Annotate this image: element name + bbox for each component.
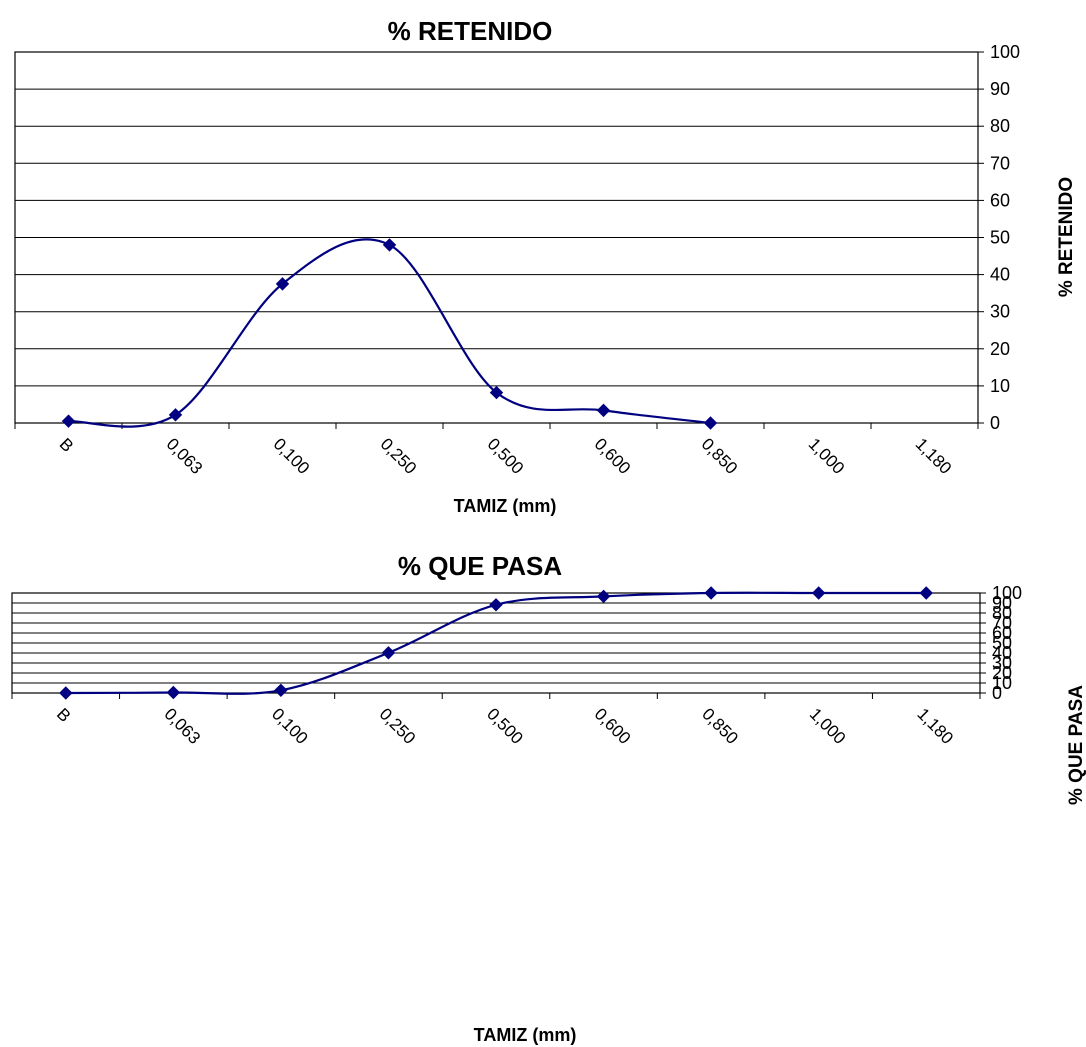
data-point-marker: [274, 683, 288, 698]
data-point-marker: [596, 403, 611, 418]
x-tick-label: 1,180: [913, 704, 957, 748]
chart-title: % QUE PASA: [398, 551, 562, 581]
x-tick-label: 0,850: [698, 704, 742, 748]
data-point-marker: [919, 586, 933, 600]
x-axis: B 0,063 0,100 0,250 0,500 0,600 0,850 1,000 1,18…: [14, 423, 979, 478]
data-point-marker: [168, 408, 183, 422]
y-tick-label: 50: [992, 633, 1012, 653]
x-axis-title: TAMIZ (mm): [454, 496, 557, 516]
data-point-marker: [704, 586, 718, 600]
x-axis-title: TAMIZ (mm): [474, 1025, 577, 1045]
series-markers: [61, 238, 718, 430]
grid-lines: [15, 51, 978, 424]
data-point-marker: [275, 277, 290, 291]
x-tick-label: 0,250: [376, 704, 420, 748]
data-point-marker: [811, 586, 826, 600]
y-tick-label: 30: [990, 302, 1010, 322]
y-tick-label: 50: [990, 228, 1010, 248]
x-tick-label: B: [56, 434, 77, 455]
y-axis-title: % RETENIDO: [1056, 177, 1077, 297]
x-tick-label: 1,000: [805, 434, 849, 478]
x-tick-label: 1,000: [806, 704, 850, 748]
x-axis: B 0,063 0,100 0,250 0,500 0,600 0,850 1,000 1,18…: [11, 693, 981, 748]
data-point-marker: [703, 416, 718, 430]
y-tick-label: 70: [990, 153, 1010, 173]
y-tick-label: 40: [990, 265, 1010, 285]
y-tick-label: 100: [990, 42, 1020, 62]
data-point-marker: [166, 685, 181, 700]
retenido-chart: % RETENIDO B 0,063 0,100 0,250 0,500 0,600 0,8…: [14, 16, 1077, 516]
y-tick-label: 0: [992, 683, 1002, 703]
y-tick-label: 80: [992, 603, 1012, 623]
data-point-marker: [381, 646, 396, 660]
data-point-marker: [61, 414, 76, 428]
x-tick-label: 0,500: [484, 434, 528, 478]
x-tick-label: 0,600: [591, 434, 635, 478]
x-tick-label: 1,180: [912, 434, 956, 478]
x-tick-label: 0,850: [698, 434, 742, 478]
y-tick-label: 70: [992, 613, 1012, 633]
y-axis-title: % QUE PASA: [1066, 685, 1086, 805]
y-tick-label: 30: [992, 653, 1012, 673]
data-point-marker: [596, 589, 611, 604]
chart-title: % RETENIDO: [388, 16, 553, 46]
x-tick-label: 0,063: [163, 434, 207, 478]
data-point-marker: [489, 598, 503, 612]
y-tick-label: 10: [992, 673, 1012, 693]
series-markers: [59, 586, 933, 700]
x-tick-label: 0,500: [483, 704, 527, 748]
data-point-marker: [59, 686, 73, 700]
y-tick-label: 60: [992, 623, 1012, 643]
y-tick-label: 0: [990, 413, 1000, 433]
data-point-marker: [489, 385, 504, 400]
series-path: [68, 238, 711, 428]
x-tick-label: 0,063: [161, 704, 205, 748]
y-tick-label: 100: [992, 583, 1022, 603]
y-tick-label: 80: [990, 116, 1010, 136]
series-line: [68, 238, 711, 428]
x-tick-label: 0,100: [270, 434, 314, 478]
y-tick-label: 10: [990, 376, 1010, 396]
que-pasa-chart: % QUE PASA B 0,063 0,100 0,250 0,500 0,600 0,8…: [11, 551, 1086, 1045]
y-axis: 0 10 20 30 40 50 60 70 80 90 100: [978, 42, 1020, 433]
y-tick-label: 40: [992, 643, 1012, 663]
x-tick-label: B: [53, 704, 74, 725]
y-tick-label: 90: [992, 593, 1012, 613]
x-tick-label: 0,600: [591, 704, 635, 748]
y-tick-label: 90: [990, 79, 1010, 99]
y-tick-label: 60: [990, 190, 1010, 210]
y-tick-label: 20: [992, 663, 1012, 683]
y-tick-label: 20: [990, 339, 1010, 359]
data-point-marker: [382, 238, 397, 252]
x-tick-label: 0,100: [268, 704, 312, 748]
x-tick-label: 0,250: [377, 434, 421, 478]
